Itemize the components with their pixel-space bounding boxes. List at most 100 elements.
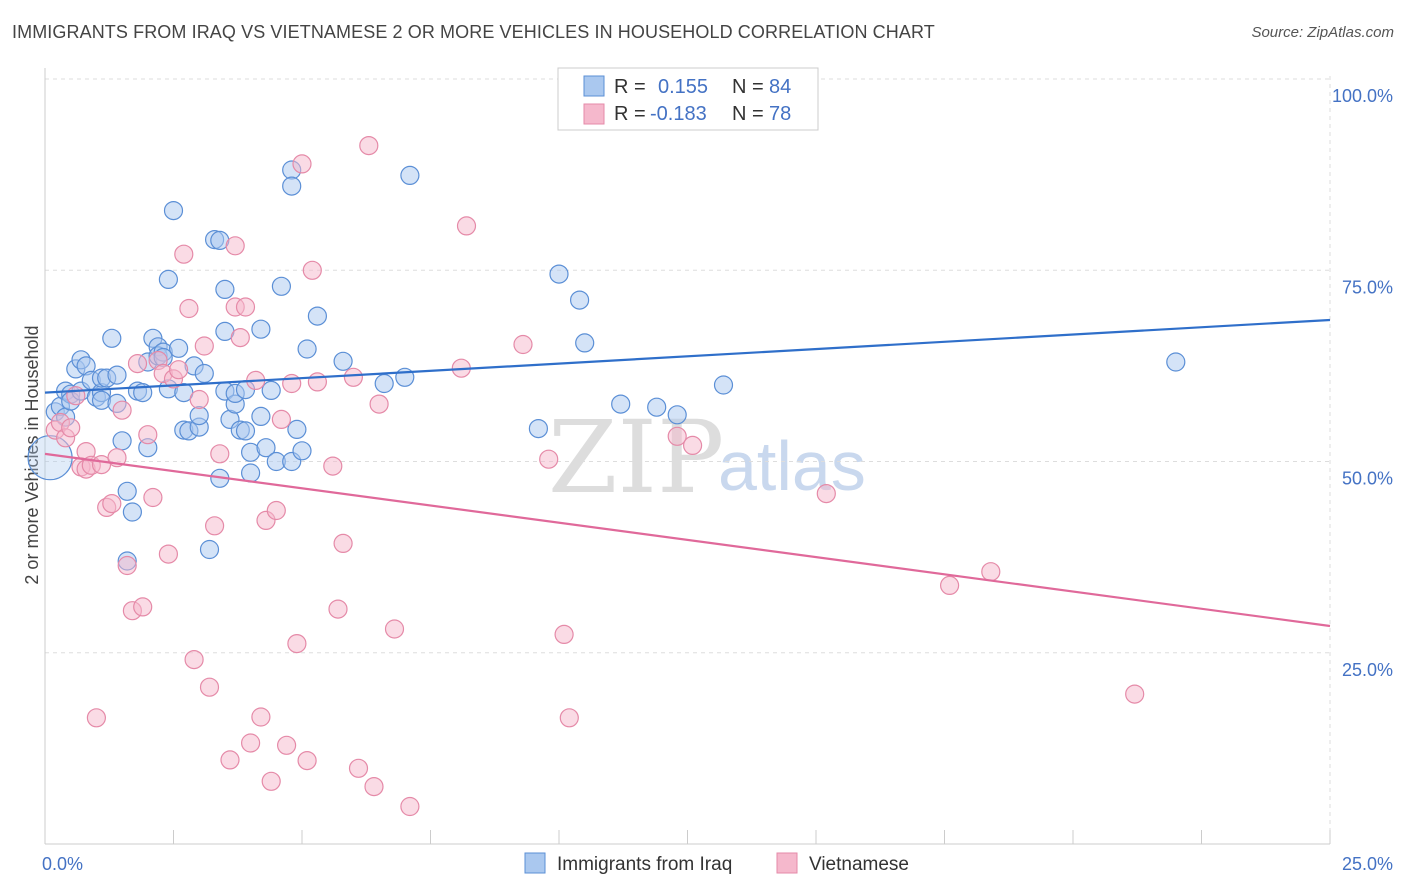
point-iraq-61 (256, 438, 276, 458)
point-iraq-59 (251, 319, 271, 339)
point-iraq-23 (122, 502, 142, 522)
point-vietnamese-31 (199, 677, 220, 697)
bottom-legend-swatch-iraq (524, 852, 546, 874)
point-vietnamese-65 (513, 334, 533, 355)
legend-swatch-iraq (583, 75, 605, 97)
point-vietnamese-18 (133, 597, 153, 617)
point-vietnamese-47 (282, 373, 302, 394)
y-tick-label-25: 25.0% (1342, 660, 1393, 680)
point-iraq-75 (400, 165, 420, 185)
point-vietnamese-66 (539, 449, 559, 469)
point-iraq-81 (647, 397, 667, 417)
point-iraq-15 (91, 390, 112, 410)
point-vietnamese-27 (179, 298, 199, 319)
point-vietnamese-12 (102, 494, 122, 514)
point-vietnamese-64 (456, 216, 477, 236)
point-vietnamese-50 (297, 750, 317, 771)
point-vietnamese-48 (287, 633, 307, 654)
y-tick-label-75: 75.0% (1342, 277, 1393, 297)
source-credit: Source: ZipAtlas.com (1251, 24, 1394, 41)
point-vietnamese-49 (292, 154, 312, 174)
point-vietnamese-30 (194, 336, 214, 356)
point-vietnamese-59 (364, 776, 384, 797)
point-vietnamese-15 (117, 555, 137, 576)
point-vietnamese-41 (251, 707, 271, 727)
point-vietnamese-4 (66, 386, 86, 406)
point-vietnamese-23 (158, 544, 178, 564)
point-vietnamese-71 (816, 484, 836, 504)
point-vietnamese-51 (302, 260, 322, 280)
point-iraq-70 (297, 339, 317, 359)
point-iraq-83 (713, 375, 734, 395)
point-vietnamese-26 (174, 244, 194, 264)
point-iraq-44 (199, 539, 220, 560)
point-iraq-35 (163, 201, 184, 221)
point-iraq-77 (549, 264, 569, 284)
series-iraq-points (27, 160, 1186, 571)
bottom-legend-label-vietnamese: Vietnamese (809, 854, 909, 875)
point-vietnamese-57 (348, 758, 369, 778)
point-iraq-17 (102, 328, 122, 348)
y-tick-labels: 100.0% 75.0% 50.0% 25.0% (1332, 86, 1393, 680)
point-iraq-69 (292, 441, 312, 461)
point-iraq-78 (569, 290, 590, 310)
point-vietnamese-17 (127, 354, 148, 374)
y-tick-label-50: 50.0% (1342, 469, 1393, 489)
bottom-legend: Immigrants from Iraq Vietnamese (524, 852, 909, 875)
point-vietnamese-62 (400, 796, 420, 817)
point-vietnamese-70 (682, 435, 703, 455)
watermark: ZIP atlas (548, 399, 866, 516)
point-vietnamese-73 (981, 562, 1001, 582)
point-vietnamese-60 (369, 394, 389, 414)
point-vietnamese-9 (86, 708, 107, 728)
legend-n-value-vietnamese: 78 (769, 103, 791, 125)
trend-line-iraq (44, 318, 1331, 394)
point-vietnamese-33 (210, 444, 230, 464)
x-tick-label-start: 0.0% (42, 854, 83, 874)
point-iraq-18 (107, 365, 127, 385)
legend: R = 0.155 N = 84 R = -0.183 N = 78 (557, 67, 819, 131)
x-tick-label-end: 25.0% (1342, 854, 1393, 874)
point-iraq-68 (287, 419, 307, 439)
point-vietnamese-74 (1125, 684, 1145, 704)
x-tick-labels: 0.0% 25.0% (42, 854, 1393, 874)
watermark-atlas: atlas (718, 427, 866, 505)
point-iraq-62 (261, 380, 281, 400)
y-tick-label-100: 100.0% (1332, 86, 1393, 106)
point-vietnamese-67 (554, 624, 574, 645)
point-vietnamese-32 (205, 516, 225, 536)
point-iraq-64 (271, 276, 291, 296)
legend-swatch-vietnamese (583, 103, 605, 125)
point-iraq-67 (282, 176, 302, 196)
point-iraq-73 (374, 373, 394, 394)
point-vietnamese-44 (266, 500, 286, 521)
point-vietnamese-37 (230, 328, 250, 348)
point-vietnamese-54 (328, 599, 348, 619)
legend-n-value-iraq: 84 (769, 76, 791, 98)
point-iraq-42 (189, 406, 209, 426)
point-vietnamese-25 (169, 360, 189, 380)
watermark-zip: ZIP (548, 399, 724, 516)
point-iraq-34 (158, 269, 178, 289)
point-iraq-56 (235, 421, 256, 441)
point-iraq-36 (169, 338, 189, 358)
point-iraq-76 (528, 419, 549, 439)
point-iraq-20 (112, 431, 132, 451)
point-iraq-21 (117, 481, 137, 501)
y-axis-label: 2 or more Vehicles in Household (22, 325, 42, 584)
point-vietnamese-3 (61, 418, 81, 438)
legend-n-label-iraq: N = (732, 76, 764, 98)
point-iraq-43 (194, 363, 214, 384)
point-iraq-79 (575, 333, 595, 353)
axes (44, 68, 1331, 845)
point-vietnamese-19 (138, 425, 158, 445)
point-vietnamese-68 (559, 708, 579, 728)
point-vietnamese-45 (271, 409, 291, 429)
trend-lines (44, 318, 1331, 628)
point-vietnamese-35 (225, 236, 245, 256)
point-vietnamese-53 (323, 456, 343, 476)
point-vietnamese-28 (184, 649, 204, 670)
point-iraq-49 (215, 279, 235, 299)
legend-r-value-vietnamese: -0.183 (650, 103, 707, 125)
